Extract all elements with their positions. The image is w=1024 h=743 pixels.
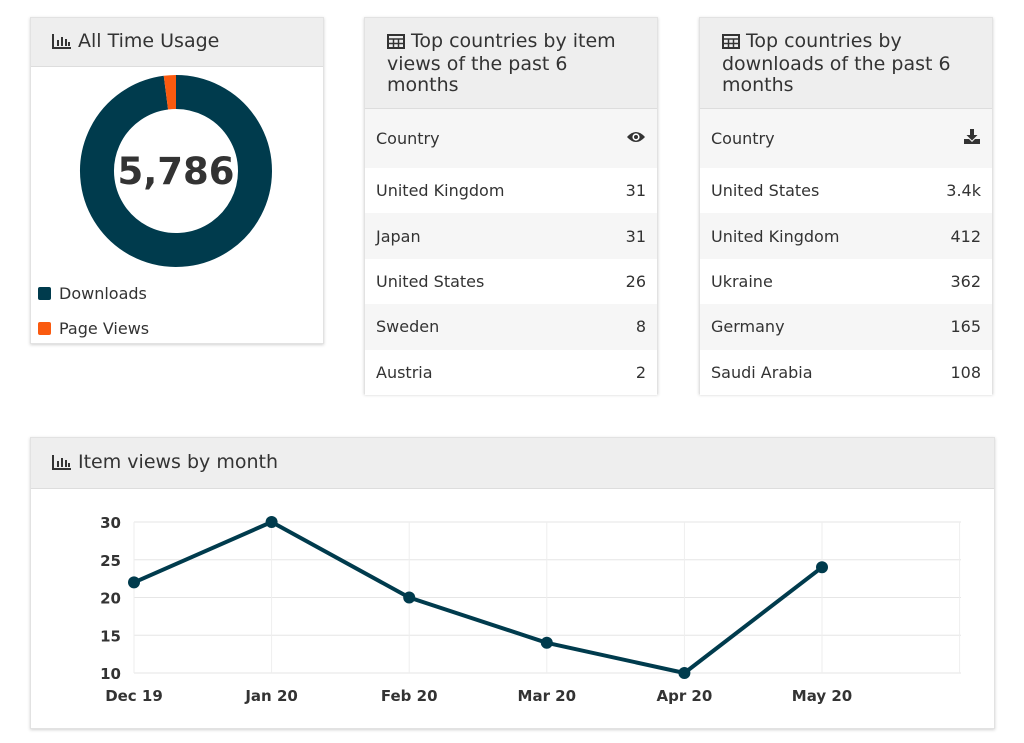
usage-total: 5,786 [117,149,235,193]
downloads-swatch [38,287,51,300]
table-row: Sweden 8 [365,304,657,350]
donut-slice-page-views[interactable] [163,75,177,110]
row-country: Japan [376,226,421,246]
table-row: United Kingdom 31 [365,168,657,214]
x-tick-label: May 20 [792,687,852,705]
row-value: 412 [950,226,981,246]
x-tick-label: Feb 20 [381,687,438,705]
y-tick-label: 15 [100,627,121,645]
legend-label-page-views: Page Views [59,319,150,338]
row-value: 165 [950,317,981,337]
legend-item-page-views[interactable]: Page Views [38,311,149,346]
table-icon [387,33,405,54]
downloads-card-header: Top countries by downloads of the past 6… [700,18,992,109]
downloads-title-line-3: months [722,74,794,96]
usage-card-header: All Time Usage [31,18,323,67]
all-time-usage-card: All Time Usage 5,786 Downloads Page View… [30,17,324,344]
y-tick-label: 10 [100,665,121,683]
data-point[interactable] [540,636,553,649]
row-country: United States [711,181,820,201]
downloads-title-line-2: downloads of the past 6 [722,53,951,75]
downloads-table: Country United States 3.4k United Kingdo… [700,109,992,395]
table-row: United Kingdom 412 [700,213,992,259]
downloads-column-country: Country [711,129,775,148]
row-country: Austria [376,362,433,382]
page-views-swatch [38,322,51,335]
download-icon [963,128,981,149]
row-value: 108 [950,362,981,382]
views-table-header: Country [365,109,657,168]
x-tick-label: Jan 20 [244,687,297,705]
series-line [133,520,824,675]
top-countries-views-card: Top countries by item views of the past … [364,17,658,395]
legend-label-downloads: Downloads [59,284,147,303]
row-country: United States [376,271,485,291]
row-country: United Kingdom [711,226,840,246]
bar-chart-icon [52,33,72,54]
row-value: 362 [950,271,981,291]
table-row: Ukraine 362 [700,258,992,305]
item-views-line-chart: 30 25 20 15 10 Dec 19 Jan 20 Feb 20 Mar 20 Apr 20… [100,514,961,705]
views-table: Country United Kingdom 31 Japan 31 Unite… [365,109,657,395]
table-row: Japan 31 [365,213,657,259]
row-country: Ukraine [711,271,773,291]
row-country: Saudi Arabia [711,362,813,382]
bar-chart-icon [52,454,72,475]
table-row: Saudi Arabia 108 [700,349,992,395]
x-tick-label: Mar 20 [518,687,577,705]
table-row: United States 3.4k [700,168,992,214]
row-value: 31 [625,226,646,246]
item-views-by-month-card: Item views by month 30 25 20 15 10 Dec 19 Jan … [30,437,995,729]
views-column-country: Country [376,129,440,148]
x-tick-label: Dec 19 [105,687,163,705]
row-value: 3.4k [946,181,981,201]
data-point[interactable] [816,561,828,574]
views-title-line-2: views of the past 6 [387,53,568,75]
usage-title: All Time Usage [78,30,220,52]
table-row: United States 26 [365,258,657,305]
eye-icon [626,129,646,148]
row-country: Germany [711,317,785,337]
y-tick-label: 25 [100,552,121,570]
table-icon [722,33,740,54]
downloads-table-header: Country [700,109,992,168]
table-row: Austria 2 [365,349,657,395]
row-value: 8 [635,317,646,337]
legend-item-downloads[interactable]: Downloads [38,276,149,311]
views-card-header: Top countries by item views of the past … [365,18,657,109]
y-tick-label: 30 [100,514,121,532]
row-value: 31 [625,181,646,201]
data-point[interactable] [265,516,278,528]
usage-legend: Downloads Page Views [38,276,149,346]
usage-donut-chart: 5,786 [78,73,274,269]
data-point[interactable] [128,576,140,589]
row-value: 26 [625,271,646,291]
donut-slice-downloads[interactable] [80,75,272,267]
data-point[interactable] [403,591,416,604]
table-row: Germany 165 [700,304,992,350]
y-tick-label: 20 [100,590,121,608]
views-title-line-1: Top countries by item [411,30,616,52]
row-country: Sweden [376,317,440,337]
views-title-line-3: months [387,74,459,96]
data-point[interactable] [678,667,691,679]
downloads-title-line-1: Top countries by [746,30,902,52]
row-country: United Kingdom [376,181,505,201]
top-countries-downloads-card: Top countries by downloads of the past 6… [699,17,993,395]
monthly-card-header: Item views by month [31,438,994,489]
x-tick-label: Apr 20 [656,687,712,705]
monthly-title: Item views by month [78,451,278,473]
row-value: 2 [635,362,646,382]
